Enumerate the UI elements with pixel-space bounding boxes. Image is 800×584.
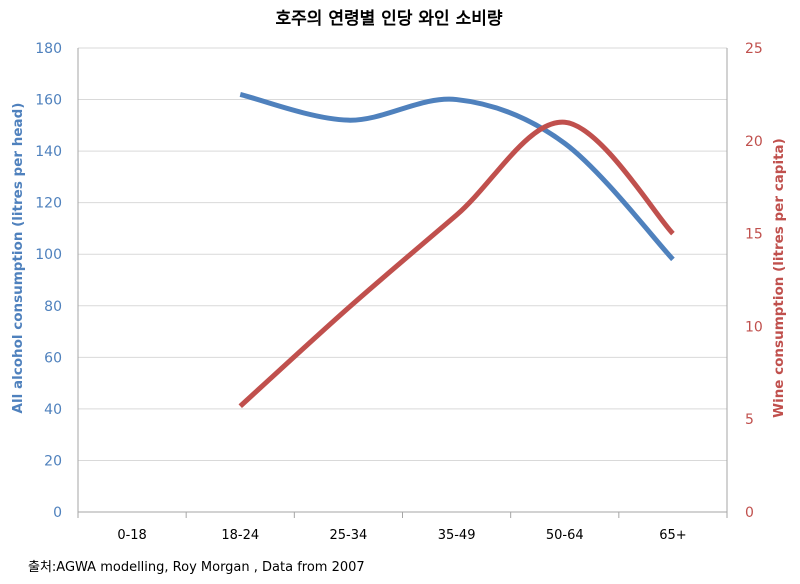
y-right-tick-label: 0 xyxy=(745,505,754,521)
series-lines xyxy=(238,91,675,409)
y-left-tick-label: 160 xyxy=(35,93,62,109)
y-left-tick-label: 60 xyxy=(44,350,62,366)
all-alcohol-consumption-line xyxy=(239,91,675,262)
y-left-tick-label: 80 xyxy=(44,299,62,315)
y-left-tick-label: 0 xyxy=(53,505,62,521)
x-tick-label: 25-34 xyxy=(330,528,368,543)
chart-title: 호주의 연령별 인당 와인 소비량 xyxy=(276,8,503,29)
y-right-tick-label: 25 xyxy=(745,41,763,57)
y-axis-left-label: All alcohol consumption (litres per head… xyxy=(10,103,26,414)
source-note: 출처:AGWA modelling, Roy Morgan , Data fro… xyxy=(28,560,365,575)
y-left-tick-label: 100 xyxy=(35,247,62,263)
wine-consumption-line xyxy=(238,119,675,409)
x-tick-label: 50-64 xyxy=(546,528,584,543)
x-tick-label: 35-49 xyxy=(438,528,476,543)
y-left-tick-label: 20 xyxy=(44,453,62,469)
y-right-tick-label: 5 xyxy=(745,412,754,428)
y-left-tick-label: 180 xyxy=(35,41,62,57)
y-right-tick-label: 10 xyxy=(745,319,763,335)
y-right-tick-label: 20 xyxy=(745,134,763,150)
y-axis-right-label: Wine consumption (litres per capita) xyxy=(771,138,787,418)
x-tick-label: 65+ xyxy=(659,528,686,543)
y-left-tick-label: 140 xyxy=(35,144,62,160)
y-left-tick-label: 40 xyxy=(44,402,62,418)
y-right-tick-label: 15 xyxy=(745,227,763,243)
x-tick-label: 0-18 xyxy=(117,528,147,543)
tick-labels: 0 20 40 60 80 100 120 140 160 180 0 5 10 15 20 25 0-18 18… xyxy=(35,41,763,543)
y-left-tick-label: 120 xyxy=(35,196,62,212)
gridlines xyxy=(78,47,727,461)
x-tick-label: 18-24 xyxy=(221,528,259,543)
axes xyxy=(77,48,728,518)
